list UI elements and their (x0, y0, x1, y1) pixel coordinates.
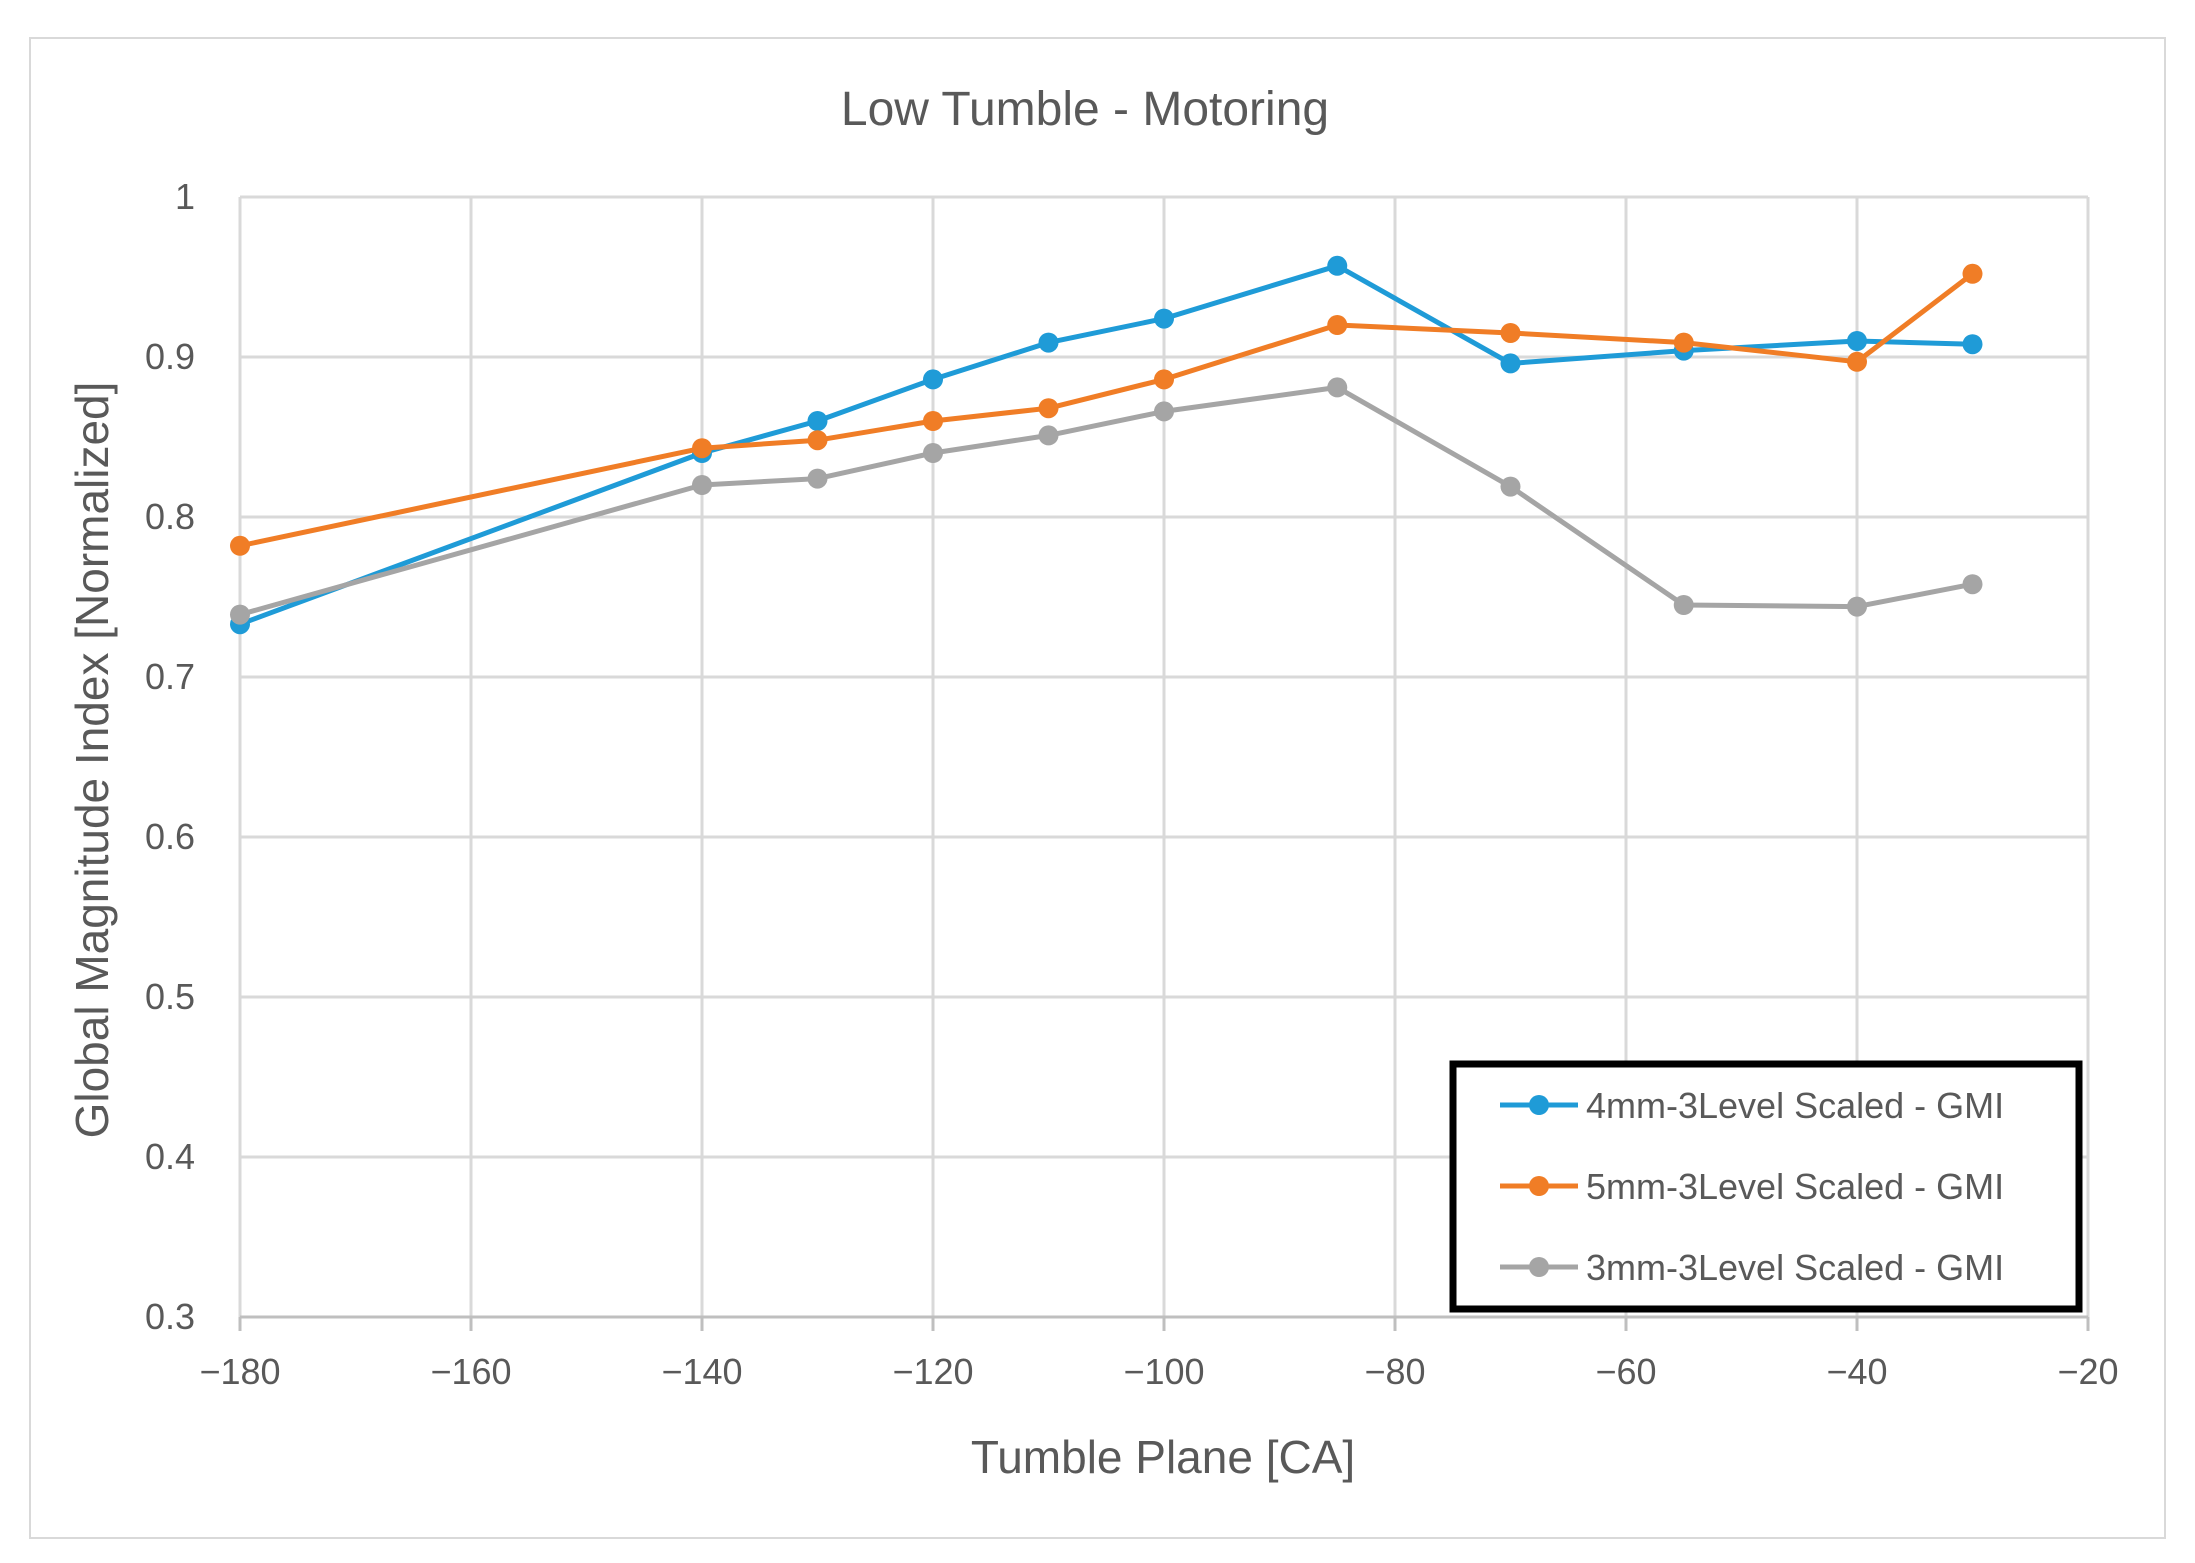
data-point (1154, 308, 1174, 329)
series-2 (230, 263, 1983, 556)
data-point (807, 430, 828, 451)
legend-marker (1529, 1176, 1549, 1196)
legend-label: 5mm-3Level Scaled - GMI (1586, 1166, 2004, 1207)
data-point (923, 411, 943, 431)
data-point (1154, 369, 1174, 390)
series-3 (230, 377, 1983, 625)
legend-entry: 3mm-3Level Scaled - GMI (1500, 1247, 2004, 1288)
data-point (1962, 574, 1983, 595)
x-tick-label: −140 (661, 1351, 742, 1392)
data-point (1847, 331, 1867, 351)
data-point (1038, 332, 1059, 353)
chart-title: Low Tumble - Motoring (841, 83, 1329, 136)
data-point (1847, 351, 1867, 372)
y-tick-label: 0.7 (145, 656, 195, 697)
data-point (1673, 595, 1694, 615)
data-point (1500, 353, 1521, 374)
data-point (1962, 334, 1983, 355)
x-tick-label: −180 (199, 1351, 280, 1392)
data-point (1962, 263, 1983, 284)
data-point (230, 535, 250, 556)
x-tick-label: −100 (1123, 1351, 1204, 1392)
data-point (1500, 476, 1521, 497)
data-point (1038, 425, 1059, 446)
series-layer (230, 255, 1983, 635)
data-point (923, 443, 943, 463)
x-tick-label: −20 (2057, 1351, 2118, 1392)
legend-entry: 5mm-3Level Scaled - GMI (1500, 1166, 2004, 1207)
axes (238, 1315, 2090, 1331)
data-point (1673, 332, 1694, 353)
x-tick-label: −40 (1826, 1351, 1887, 1392)
legend-label: 4mm-3Level Scaled - GMI (1586, 1085, 2004, 1126)
data-point (230, 604, 250, 625)
data-point (1327, 377, 1348, 398)
y-tick-label: 0.5 (145, 976, 195, 1017)
legend-label: 3mm-3Level Scaled - GMI (1586, 1247, 2004, 1288)
y-tick-label: 0.4 (145, 1136, 195, 1177)
data-point (1847, 596, 1867, 617)
data-point (807, 411, 828, 431)
data-point (923, 369, 943, 390)
x-axis-title: Tumble Plane [CA] (971, 1431, 1355, 1483)
data-point (692, 475, 712, 495)
data-point (692, 438, 712, 459)
data-point (1500, 323, 1521, 343)
x-tick-label: −80 (1364, 1351, 1425, 1392)
data-point (1154, 401, 1174, 422)
legend-marker (1529, 1095, 1549, 1115)
y-tick-label: 0.9 (145, 336, 195, 377)
data-point (1327, 315, 1348, 335)
legend-entry: 4mm-3Level Scaled - GMI (1500, 1085, 2004, 1126)
data-point (1327, 255, 1348, 276)
x-tick-label: −60 (1595, 1351, 1656, 1392)
y-tick-label: 0.3 (145, 1296, 195, 1337)
legend: 4mm-3Level Scaled - GMI 5mm-3Level Scaled… (1449, 1060, 2083, 1313)
data-point (1038, 398, 1059, 419)
tick-labels: 0.3 0.4 0.5 0.6 0.7 0.8 0.9 1 −180 −160 −140 −120 −1… (145, 176, 2119, 1392)
chart-area-border (29, 37, 2166, 1539)
y-tick-label: 1 (175, 176, 195, 217)
x-tick-label: −160 (430, 1351, 511, 1392)
x-tick-label: −120 (892, 1351, 973, 1392)
data-point (807, 468, 828, 489)
y-tick-label: 0.8 (145, 496, 195, 537)
y-tick-label: 0.6 (145, 816, 195, 857)
y-axis-title: Global Magnitude Index [Normalized] (66, 382, 118, 1139)
legend-marker (1529, 1257, 1549, 1277)
